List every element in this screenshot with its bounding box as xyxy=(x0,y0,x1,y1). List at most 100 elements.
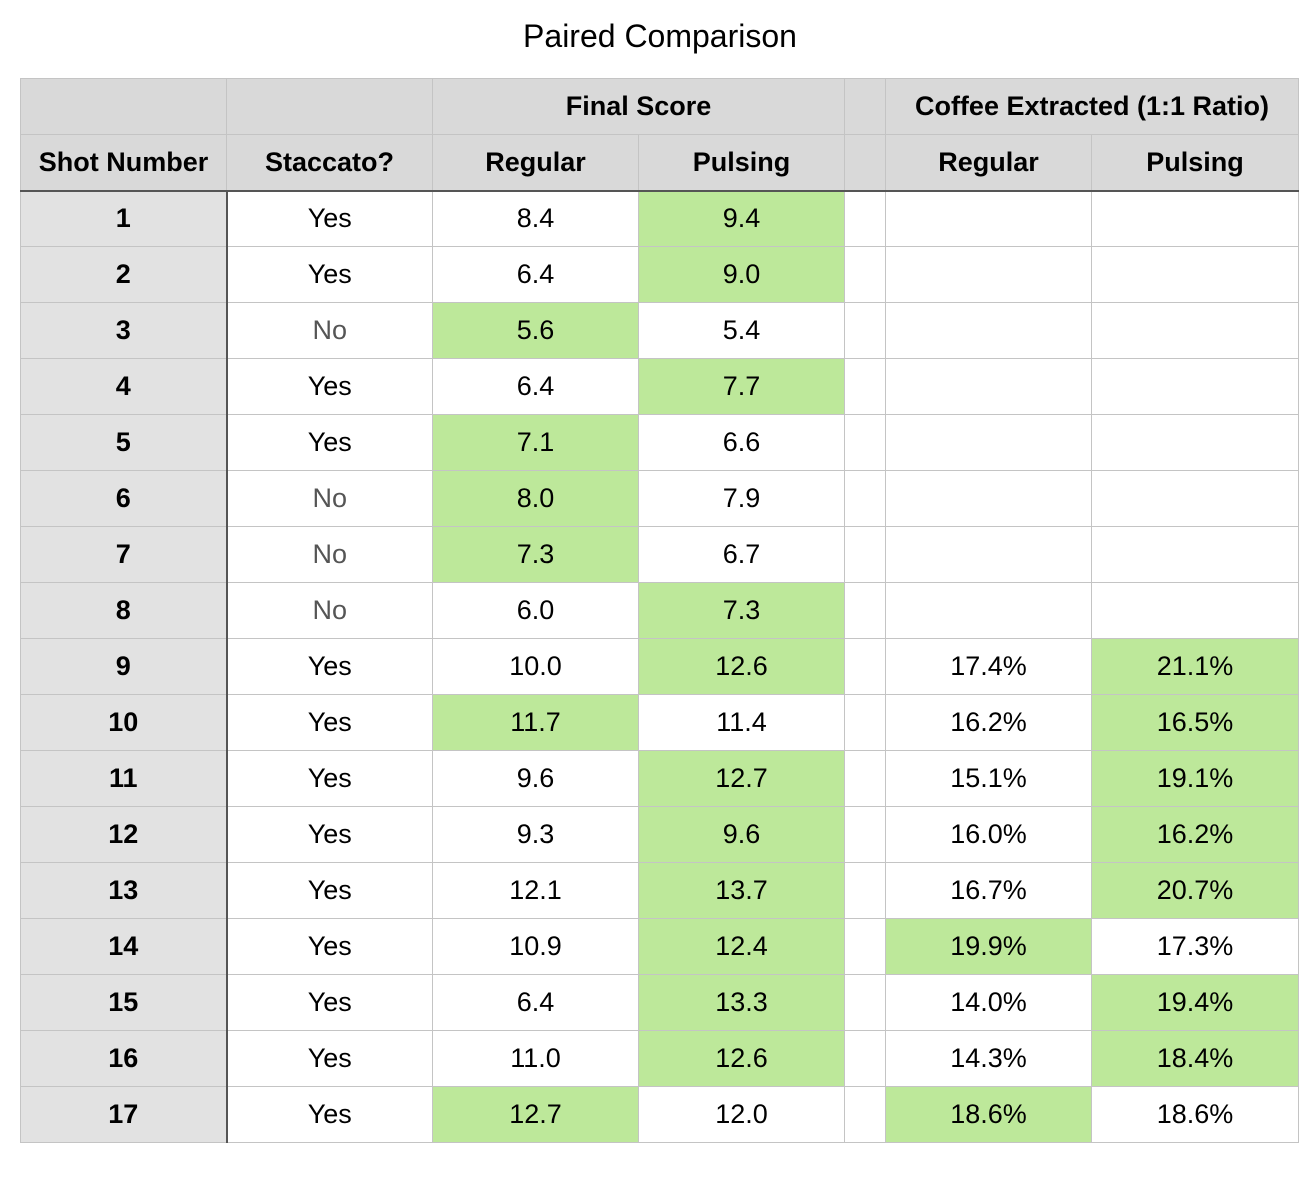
extracted-regular-cell: 18.6% xyxy=(885,1086,1092,1143)
table-row: 16 Yes 11.0 12.6 14.3% 18.4% xyxy=(20,1030,1299,1087)
staccato-cell: Yes xyxy=(226,358,433,415)
staccato-cell: No xyxy=(226,470,433,527)
coffee-extracted-header: Coffee Extracted (1:1 Ratio) xyxy=(885,78,1299,135)
extracted-regular-cell: 16.7% xyxy=(885,862,1092,919)
extracted-regular-cell xyxy=(885,526,1092,583)
gap-cell xyxy=(844,694,886,751)
final-score-regular-cell: 10.0 xyxy=(432,638,639,695)
table-row: 13 Yes 12.1 13.7 16.7% 20.7% xyxy=(20,862,1299,919)
extracted-pulsing-cell xyxy=(1091,470,1299,527)
extracted-pulsing-cell xyxy=(1091,190,1299,247)
staccato-cell: Yes xyxy=(226,190,433,247)
final-score-header: Final Score xyxy=(432,78,845,135)
table-row: 7 No 7.3 6.7 xyxy=(20,526,1299,583)
shot-number-cell: 10 xyxy=(20,694,228,751)
shot-number-cell: 7 xyxy=(20,526,228,583)
table-row: 17 Yes 12.7 12.0 18.6% 18.6% xyxy=(20,1086,1299,1143)
final-score-regular-cell: 9.6 xyxy=(432,750,639,807)
header-blank-cell xyxy=(20,78,227,135)
final-score-regular-cell: 7.1 xyxy=(432,414,639,471)
shot-number-cell: 3 xyxy=(20,302,228,359)
table-row: 2 Yes 6.4 9.0 xyxy=(20,246,1299,303)
table-row: 11 Yes 9.6 12.7 15.1% 19.1% xyxy=(20,750,1299,807)
table-row: 3 No 5.6 5.4 xyxy=(20,302,1299,359)
extracted-pulsing-cell xyxy=(1091,526,1299,583)
gap-cell xyxy=(844,246,886,303)
extracted-pulsing-cell: 20.7% xyxy=(1091,862,1299,919)
shot-number-cell: 1 xyxy=(20,190,228,247)
extracted-pulsing-cell: 16.5% xyxy=(1091,694,1299,751)
final-score-pulsing-cell: 11.4 xyxy=(638,694,845,751)
table-row: 6 No 8.0 7.9 xyxy=(20,470,1299,527)
staccato-cell: Yes xyxy=(226,750,433,807)
comparison-table: Final Score Coffee Extracted (1:1 Ratio)… xyxy=(20,78,1299,1143)
final-score-pulsing-cell: 12.7 xyxy=(638,750,845,807)
final-score-regular-cell: 11.0 xyxy=(432,1030,639,1087)
final-score-pulsing-cell: 13.3 xyxy=(638,974,845,1031)
extracted-regular-cell xyxy=(885,470,1092,527)
final-score-pulsing-cell: 13.7 xyxy=(638,862,845,919)
table-row: 8 No 6.0 7.3 xyxy=(20,582,1299,639)
final-score-regular-cell: 11.7 xyxy=(432,694,639,751)
gap-cell xyxy=(844,470,886,527)
final-score-regular-cell: 6.4 xyxy=(432,974,639,1031)
staccato-cell: Yes xyxy=(226,918,433,975)
final-score-pulsing-cell: 7.9 xyxy=(638,470,845,527)
extracted-regular-cell: 14.3% xyxy=(885,1030,1092,1087)
table-row: 10 Yes 11.7 11.4 16.2% 16.5% xyxy=(20,694,1299,751)
final-score-pulsing-cell: 12.0 xyxy=(638,1086,845,1143)
shot-number-cell: 17 xyxy=(20,1086,228,1143)
extracted-regular-cell xyxy=(885,358,1092,415)
final-score-pulsing-cell: 5.4 xyxy=(638,302,845,359)
staccato-cell: No xyxy=(226,526,433,583)
staccato-cell: Yes xyxy=(226,414,433,471)
extracted-regular-cell: 19.9% xyxy=(885,918,1092,975)
final-score-regular-cell: 7.3 xyxy=(432,526,639,583)
extracted-regular-cell: 17.4% xyxy=(885,638,1092,695)
extracted-pulsing-cell: 21.1% xyxy=(1091,638,1299,695)
group-header-row: Final Score Coffee Extracted (1:1 Ratio) xyxy=(20,78,1299,135)
final-score-pulsing-cell: 6.6 xyxy=(638,414,845,471)
shot-number-cell: 9 xyxy=(20,638,228,695)
final-score-pulsing-cell: 6.7 xyxy=(638,526,845,583)
shot-number-cell: 14 xyxy=(20,918,228,975)
final-score-pulsing-cell: 12.4 xyxy=(638,918,845,975)
gap-cell xyxy=(844,414,886,471)
extracted-regular-cell: 14.0% xyxy=(885,974,1092,1031)
shot-number-cell: 4 xyxy=(20,358,228,415)
header-blank-cell xyxy=(226,78,433,135)
staccato-cell: Yes xyxy=(226,974,433,1031)
extracted-regular-cell xyxy=(885,190,1092,247)
shot-number-cell: 11 xyxy=(20,750,228,807)
staccato-cell: Yes xyxy=(226,638,433,695)
final-score-pulsing-cell: 9.0 xyxy=(638,246,845,303)
staccato-cell: Yes xyxy=(226,1086,433,1143)
extracted-regular-cell xyxy=(885,582,1092,639)
final-score-regular-cell: 8.0 xyxy=(432,470,639,527)
final-score-regular-cell: 5.6 xyxy=(432,302,639,359)
shot-number-cell: 5 xyxy=(20,414,228,471)
final-score-pulsing-cell: 7.7 xyxy=(638,358,845,415)
shot-number-cell: 16 xyxy=(20,1030,228,1087)
gap-cell xyxy=(844,638,886,695)
shot-number-cell: 6 xyxy=(20,470,228,527)
table-row: 14 Yes 10.9 12.4 19.9% 17.3% xyxy=(20,918,1299,975)
column-header-row: Shot Number Staccato? Regular Pulsing Re… xyxy=(20,134,1299,192)
final-score-pulsing-cell: 7.3 xyxy=(638,582,845,639)
shot-number-cell: 2 xyxy=(20,246,228,303)
gap-cell xyxy=(844,582,886,639)
extracted-pulsing-cell xyxy=(1091,414,1299,471)
final-score-regular-cell: 9.3 xyxy=(432,806,639,863)
extracted-pulsing-header: Pulsing xyxy=(1091,134,1299,192)
extracted-regular-cell: 16.2% xyxy=(885,694,1092,751)
header-gap-cell xyxy=(844,78,886,135)
gap-cell xyxy=(844,918,886,975)
extracted-pulsing-cell: 17.3% xyxy=(1091,918,1299,975)
staccato-cell: Yes xyxy=(226,246,433,303)
shot-number-cell: 12 xyxy=(20,806,228,863)
final-score-pulsing-header: Pulsing xyxy=(638,134,845,192)
gap-cell xyxy=(844,806,886,863)
extracted-pulsing-cell: 18.6% xyxy=(1091,1086,1299,1143)
extracted-pulsing-cell: 16.2% xyxy=(1091,806,1299,863)
staccato-cell: Yes xyxy=(226,1030,433,1087)
